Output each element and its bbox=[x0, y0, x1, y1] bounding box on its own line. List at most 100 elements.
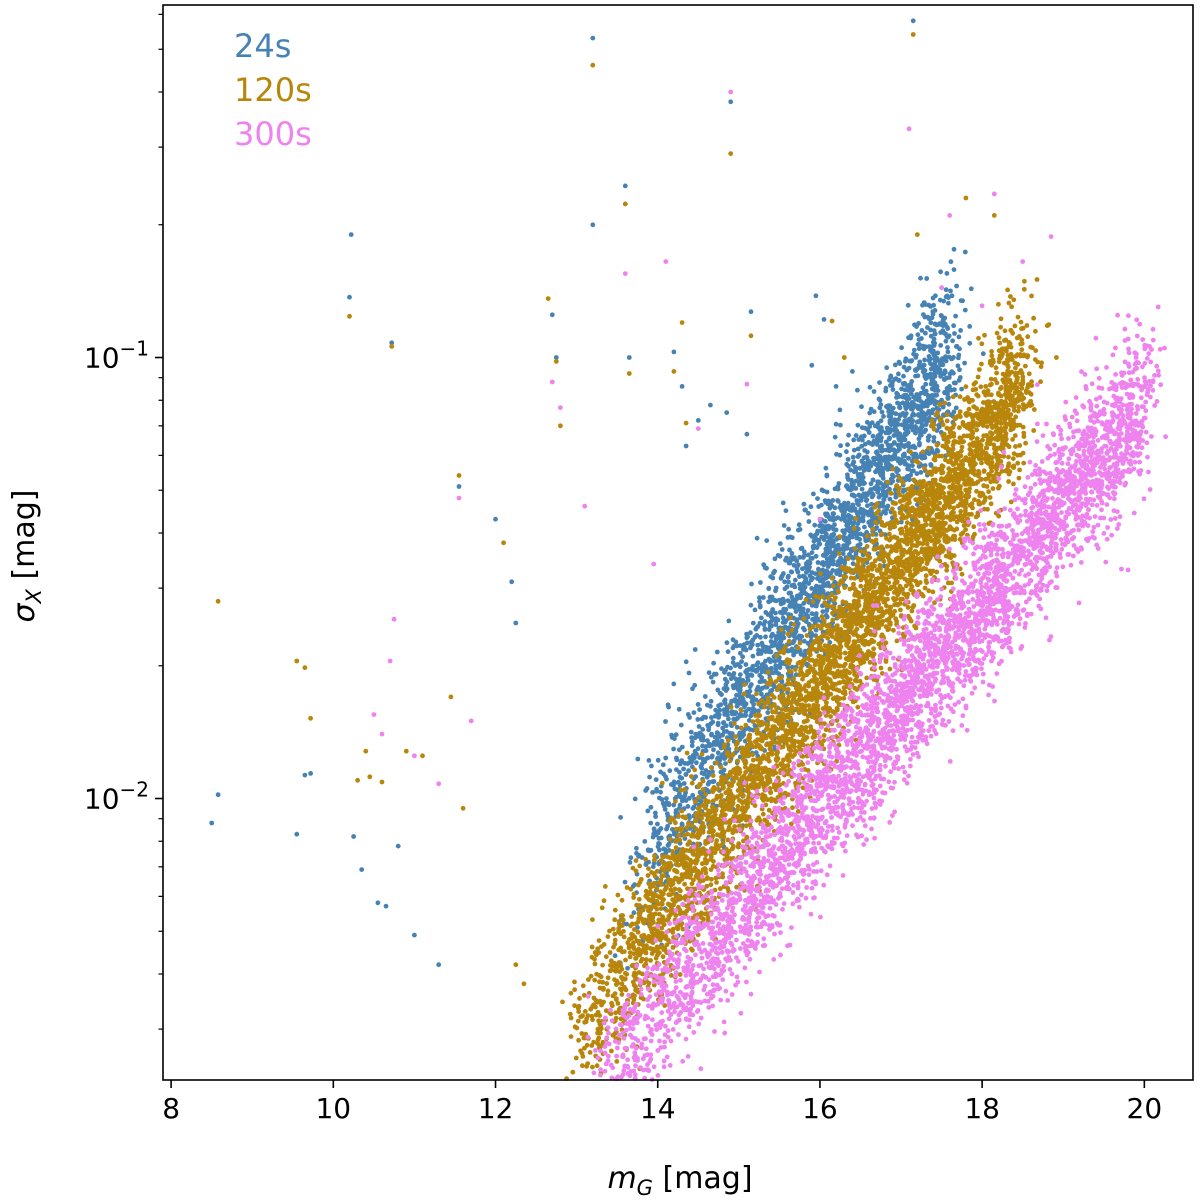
data-point bbox=[840, 513, 846, 519]
data-point bbox=[939, 313, 944, 319]
data-point bbox=[654, 899, 660, 904]
data-point bbox=[724, 640, 730, 646]
data-point bbox=[1022, 278, 1027, 284]
data-point bbox=[887, 586, 893, 592]
data-point bbox=[766, 599, 771, 605]
data-point bbox=[748, 713, 754, 719]
data-point bbox=[943, 287, 949, 293]
data-point bbox=[848, 467, 853, 473]
data-point bbox=[560, 999, 565, 1005]
data-point bbox=[665, 823, 670, 829]
data-point bbox=[961, 523, 967, 528]
data-point bbox=[705, 723, 711, 728]
data-point bbox=[582, 1009, 588, 1014]
data-point bbox=[930, 589, 936, 595]
data-point bbox=[899, 345, 904, 351]
data-point bbox=[619, 897, 625, 903]
data-point bbox=[779, 627, 784, 633]
data-point bbox=[718, 792, 724, 798]
data-point bbox=[674, 757, 680, 763]
data-point bbox=[706, 670, 712, 676]
data-point bbox=[887, 403, 893, 409]
data-point bbox=[739, 791, 745, 796]
data-point bbox=[676, 813, 681, 819]
data-point bbox=[860, 463, 866, 469]
data-point bbox=[209, 820, 215, 826]
data-point bbox=[580, 1063, 585, 1069]
data-point bbox=[951, 355, 956, 360]
data-point bbox=[837, 407, 843, 413]
data-point bbox=[916, 321, 921, 326]
data-point bbox=[784, 555, 789, 561]
data-point bbox=[820, 594, 826, 600]
data-point bbox=[782, 579, 787, 585]
data-point bbox=[883, 385, 889, 391]
data-point bbox=[815, 528, 821, 534]
data-point bbox=[689, 739, 695, 745]
data-point bbox=[692, 682, 698, 688]
data-point bbox=[886, 413, 892, 419]
data-point bbox=[783, 508, 789, 514]
data-point bbox=[997, 340, 1003, 346]
data-point bbox=[598, 974, 604, 980]
data-point bbox=[781, 523, 787, 528]
data-point bbox=[887, 377, 892, 383]
data-point bbox=[681, 847, 687, 853]
data-point bbox=[660, 801, 666, 806]
data-point bbox=[824, 542, 830, 548]
data-point bbox=[436, 962, 442, 968]
data-point bbox=[829, 550, 835, 556]
data-point bbox=[808, 577, 814, 583]
data-point bbox=[967, 324, 973, 329]
data-point bbox=[910, 463, 915, 468]
data-point bbox=[908, 358, 914, 364]
data-point bbox=[984, 424, 990, 429]
data-point bbox=[1016, 475, 1022, 481]
data-point bbox=[911, 426, 916, 432]
data-point bbox=[900, 381, 906, 387]
data-point bbox=[590, 35, 596, 41]
data-point bbox=[920, 385, 926, 391]
data-point bbox=[671, 349, 677, 355]
data-point bbox=[913, 352, 919, 358]
data-point bbox=[629, 914, 634, 919]
data-point bbox=[626, 355, 632, 360]
data-point bbox=[951, 370, 956, 376]
data-point bbox=[690, 806, 696, 811]
data-point bbox=[875, 567, 880, 573]
data-point bbox=[944, 567, 950, 573]
data-point bbox=[954, 526, 960, 532]
data-point bbox=[946, 401, 952, 407]
data-point bbox=[892, 362, 898, 368]
data-point bbox=[730, 645, 736, 651]
data-point bbox=[689, 780, 695, 786]
data-point bbox=[676, 706, 682, 712]
data-point bbox=[727, 758, 733, 764]
data-point bbox=[722, 712, 728, 717]
data-point bbox=[838, 422, 843, 428]
data-point bbox=[921, 312, 926, 317]
data-point bbox=[857, 471, 863, 477]
data-point bbox=[835, 499, 841, 504]
data-point bbox=[878, 431, 883, 436]
data-point bbox=[852, 546, 858, 552]
data-point bbox=[785, 763, 791, 768]
data-point bbox=[850, 492, 856, 498]
data-point bbox=[643, 862, 649, 867]
data-point bbox=[859, 404, 864, 410]
data-point bbox=[787, 547, 792, 553]
data-point bbox=[896, 371, 901, 377]
data-point bbox=[731, 684, 737, 690]
data-point bbox=[585, 1061, 591, 1066]
data-point bbox=[883, 491, 889, 497]
data-point bbox=[692, 799, 698, 805]
data-point bbox=[589, 944, 595, 950]
data-point bbox=[806, 519, 812, 524]
data-point bbox=[723, 723, 729, 729]
data-point bbox=[879, 409, 885, 415]
data-point bbox=[772, 597, 778, 603]
data-point bbox=[666, 867, 672, 872]
data-point bbox=[913, 368, 919, 373]
data-point bbox=[844, 461, 850, 467]
data-point bbox=[794, 593, 800, 599]
